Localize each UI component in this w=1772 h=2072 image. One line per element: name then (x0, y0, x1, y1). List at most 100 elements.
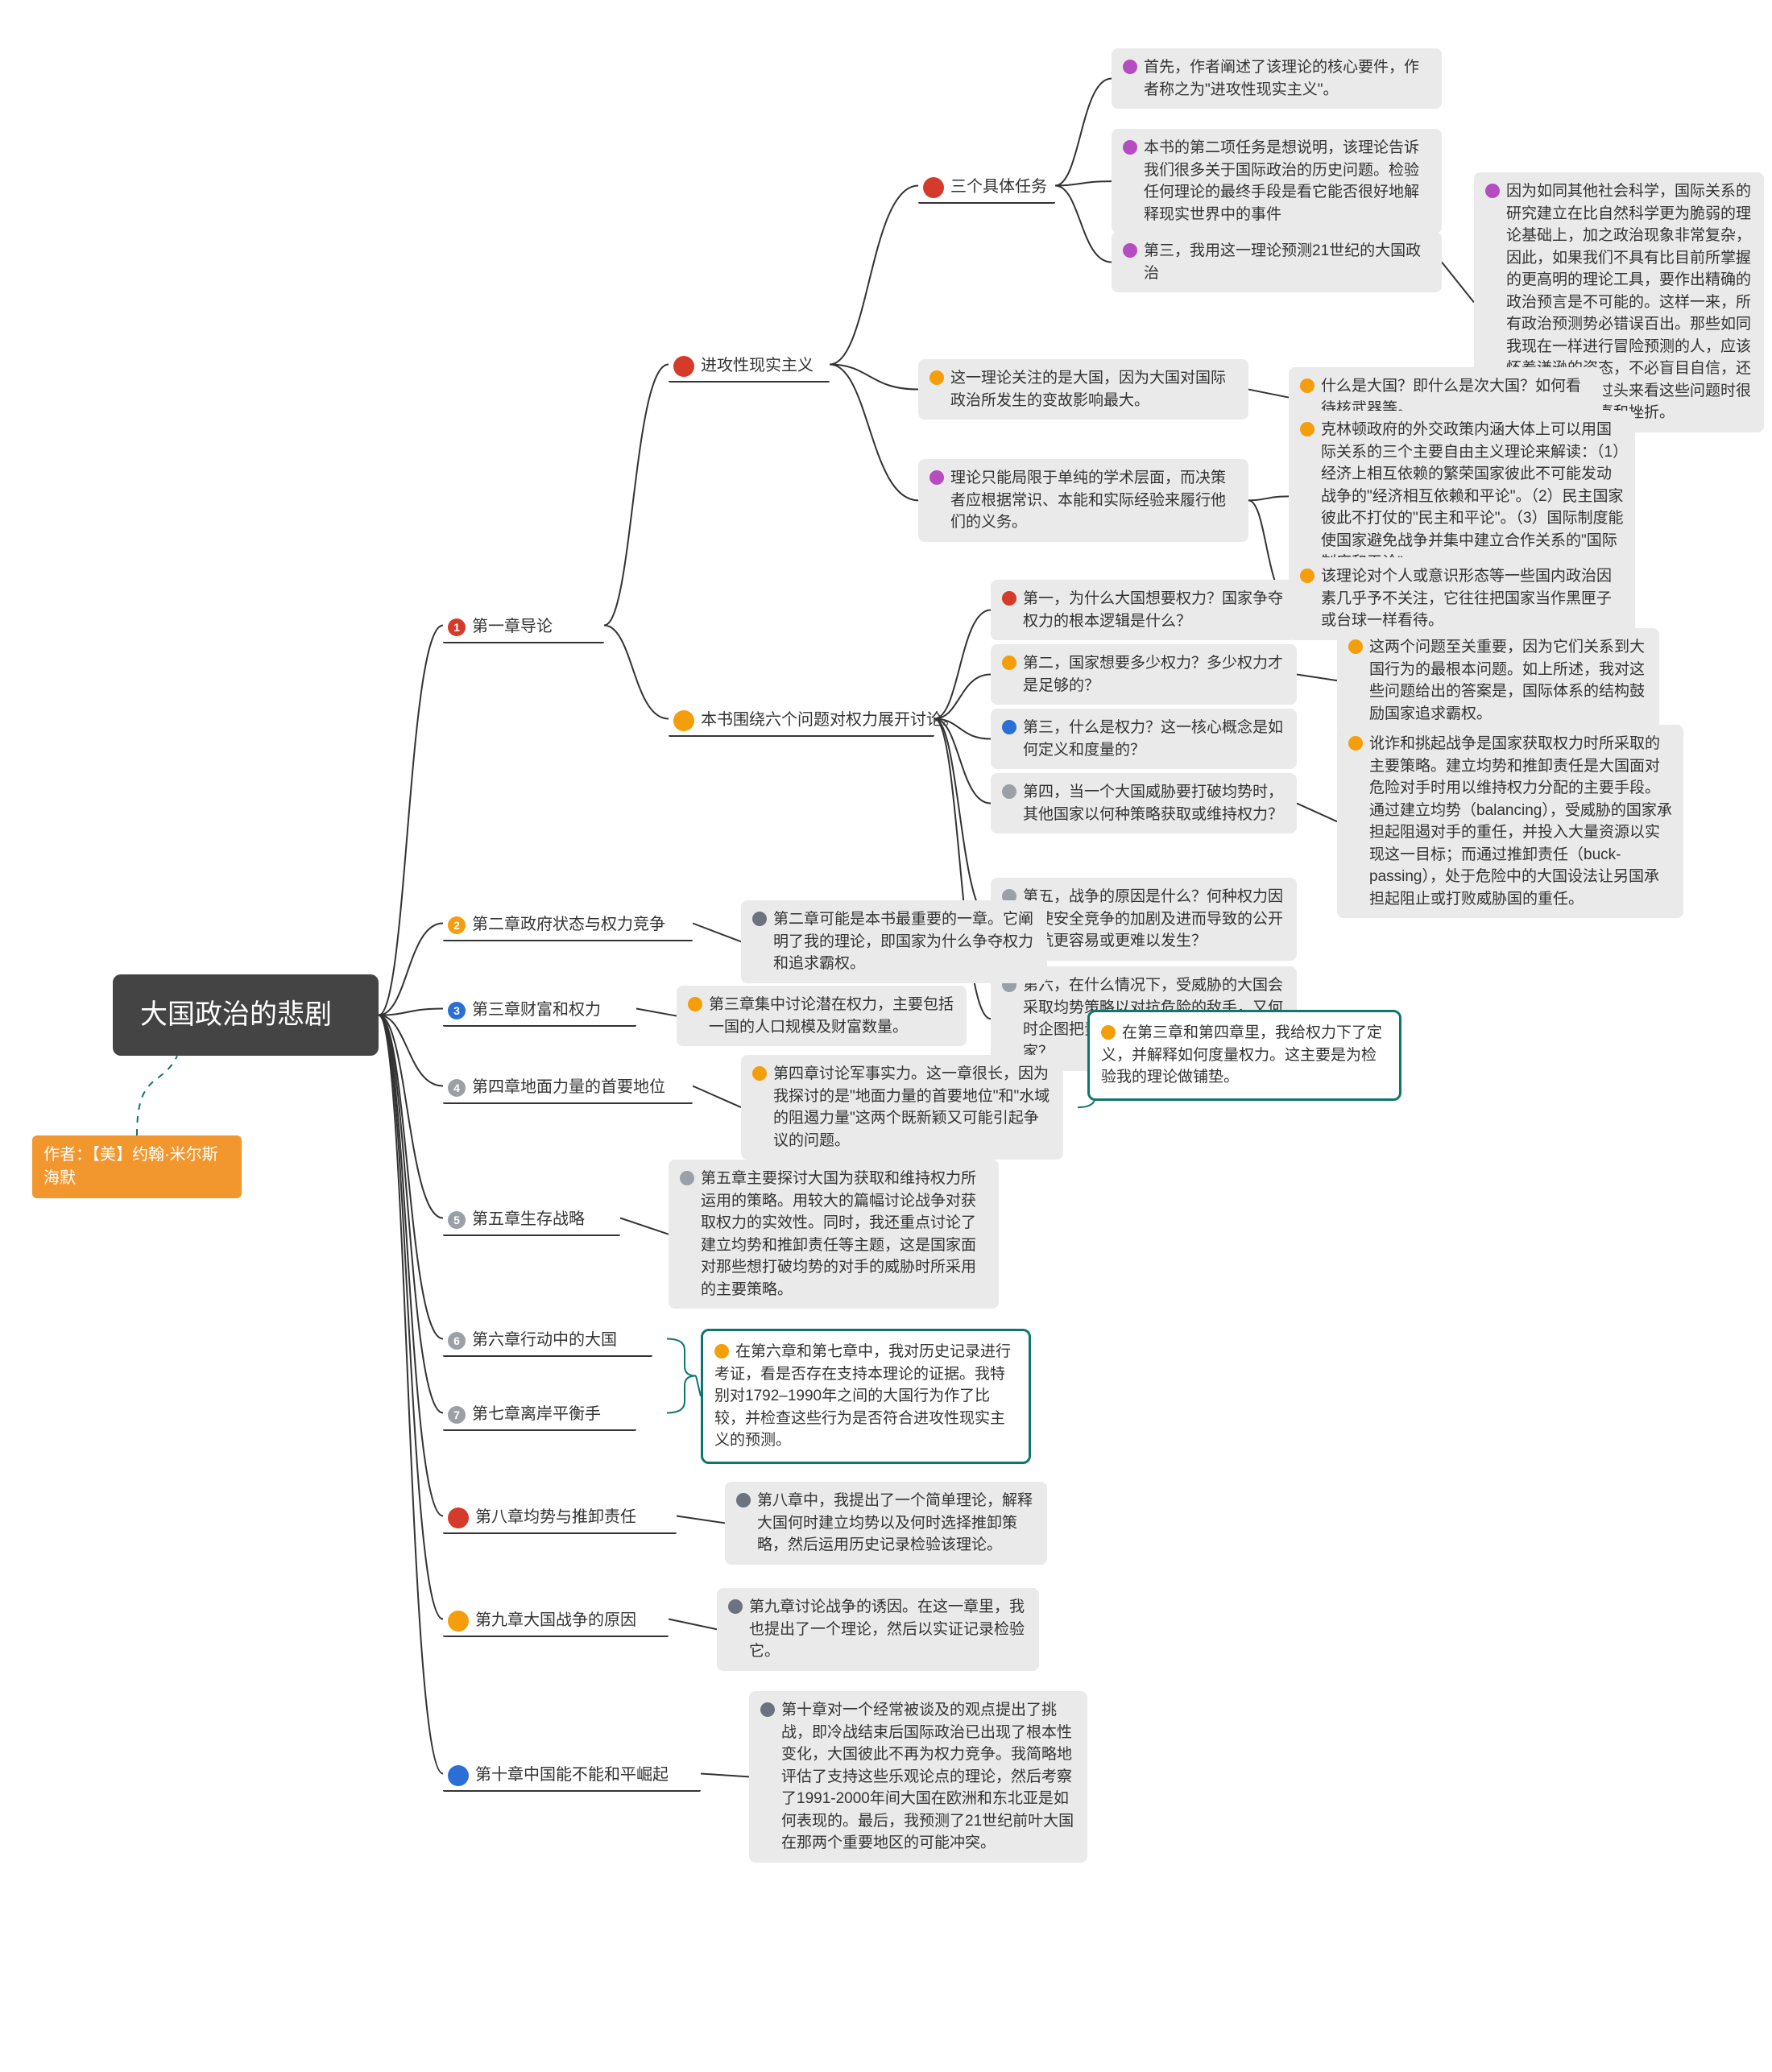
node-L_c1a2[interactable]: 这一理论关注的是大国，因为大国对国际政治所发生的变故影响最大。 (918, 359, 1248, 420)
node-L_q2[interactable]: 第二，国家想要多少权力？多少权力才是足够的？ (991, 644, 1297, 705)
node-c4[interactable]: 4 第四章地面力量的首要地位 (443, 1068, 693, 1104)
chapter-label: 进攻性现实主义 (701, 357, 814, 374)
chapter-number: 5 (448, 1211, 466, 1229)
chapter-label: 本书围绕六个问题对权力展开讨论。 (701, 711, 958, 729)
node-L_t2[interactable]: 本书的第二项任务是想说明，该理论告诉我们很多关于国际政治的历史问题。检验任何理论… (1112, 129, 1442, 234)
node-L_t1[interactable]: 首先，作者阐述了该理论的核心要件，作者称之为"进攻性现实主义"。 (1112, 48, 1442, 109)
node-L_q4[interactable]: 第四，当一个大国威胁要打破均势时，其他国家以何种策略获取或维持权力？ (991, 773, 1297, 833)
leaf-text: 理论只能局限于单纯的学术层面，而决策者应根据常识、本能和实际经验来履行他们的义务… (950, 467, 1237, 534)
chapter-dot (673, 356, 694, 377)
leaf-text: 第五，战争的原因是什么？何种权力因素使安全竞争的加剧及进而导致的公开对抗更容易或… (1023, 886, 1286, 953)
marker-dot (1348, 736, 1363, 751)
chapter-label: 第十章中国能不能和平崛起 (475, 1766, 669, 1784)
node-root[interactable]: 大国政治的悲剧 (113, 974, 379, 1056)
chapter-dot (448, 1765, 469, 1786)
chapter-number: 3 (448, 1002, 466, 1019)
node-c1a[interactable]: 进攻性现实主义 (669, 346, 830, 383)
chapter-label: 三个具体任务 (950, 178, 1047, 196)
node-L_c9[interactable]: 第九章讨论战争的诱因。在这一章里，我也提出了一个理论，然后以实证记录检验它。 (717, 1588, 1039, 1671)
node-L_q2a[interactable]: 这两个问题至关重要，因为它们关系到大国行为的最根本问题。如上所述，我对这些问题给… (1337, 628, 1659, 733)
marker-dot (752, 912, 767, 926)
chapter-label: 第四章地面力量的首要地位 (472, 1078, 665, 1096)
leaf-text: 第五章主要探讨大国为获取和维持权力所运用的策略。用较大的篇幅讨论战争对获取权力的… (701, 1168, 987, 1301)
node-t3[interactable]: 三个具体任务 (918, 167, 1055, 204)
marker-dot (736, 1493, 751, 1507)
chapter-label: 第一章导论 (472, 618, 553, 635)
marker-dot (1002, 784, 1016, 799)
marker-dot (1002, 720, 1016, 734)
leaf-text: 第一，为什么大国想要权力？国家争夺权力的根本逻辑是什么？ (1023, 588, 1286, 632)
callout-text: 在第六章和第七章中，我对历史记录进行考证，看是否存在支持本理论的证据。我特别对1… (714, 1343, 1011, 1449)
node-CO67[interactable]: 在第六章和第七章中，我对历史记录进行考证，看是否存在支持本理论的证据。我特别对1… (701, 1329, 1031, 1464)
leaf-text: 这两个问题至关重要，因为它们关系到大国行为的最根本问题。如上所述，我对这些问题给… (1369, 636, 1648, 725)
node-L_q3[interactable]: 第三，什么是权力？这一核心概念是如何定义和度量的？ (991, 709, 1297, 769)
node-L_c2[interactable]: 第二章可能是本书最重要的一章。它阐明了我的理论，即国家为什么争夺权力和追求霸权。 (741, 900, 1047, 983)
marker-dot (752, 1066, 767, 1081)
marker-dot (1002, 656, 1016, 670)
marker-dot (1123, 60, 1137, 74)
marker-dot (1101, 1025, 1116, 1040)
marker-dot (688, 997, 702, 1011)
node-L_c1a3[interactable]: 理论只能局限于单纯的学术层面，而决策者应根据常识、本能和实际经验来履行他们的义务… (918, 459, 1248, 542)
node-L_c4[interactable]: 第四章讨论军事实力。这一章很长，因为我探讨的是"地面力量的首要地位"和"水域的阻… (741, 1055, 1063, 1160)
chapter-label: 第八章均势与推卸责任 (475, 1508, 636, 1526)
node-L_c5[interactable]: 第五章主要探讨大国为获取和维持权力所运用的策略。用较大的篇幅讨论战争对获取权力的… (669, 1160, 999, 1309)
chapter-label: 第九章大国战争的原因 (475, 1611, 636, 1629)
chapter-dot (448, 1611, 469, 1632)
node-c2[interactable]: 2 第二章政府状态与权力竞争 (443, 905, 693, 941)
node-c1[interactable]: 1 第一章导论 (443, 607, 604, 643)
leaf-text: 本书的第二项任务是想说明，该理论告诉我们很多关于国际政治的历史问题。检验任何理论… (1144, 137, 1430, 225)
leaf-text: 第三章集中讨论潜在权力，主要包括一国的人口规模及财富数量。 (709, 994, 955, 1038)
node-c6[interactable]: 6 第六章行动中的大国 (443, 1321, 652, 1357)
chapter-label: 第三章财富和权力 (472, 1001, 601, 1019)
node-c1b[interactable]: 本书围绕六个问题对权力展开讨论。 (669, 701, 934, 737)
chapter-number: 4 (448, 1079, 466, 1097)
marker-dot (1123, 243, 1137, 258)
marker-dot (680, 1171, 694, 1185)
node-L_q1[interactable]: 第一，为什么大国想要权力？国家争夺权力的根本逻辑是什么？ (991, 580, 1297, 640)
leaf-text: 克林顿政府的外交政策内涵大体上可以用国际关系的三个主要自由主义理论来解读：（1）… (1321, 419, 1624, 574)
node-author[interactable]: 作者：【美】约翰·米尔斯海默 (32, 1135, 242, 1198)
leaf-text: 第四章讨论军事实力。这一章很长，因为我探讨的是"地面力量的首要地位"和"水域的阻… (773, 1063, 1052, 1152)
leaf-text: 第三，什么是权力？这一核心概念是如何定义和度量的？ (1023, 717, 1286, 761)
node-L_c10[interactable]: 第十章对一个经常被谈及的观点提出了挑战，即冷战结束后国际政治已出现了根本性变化，… (749, 1691, 1087, 1863)
leaf-text: 首先，作者阐述了该理论的核心要件，作者称之为"进攻性现实主义"。 (1144, 56, 1430, 101)
chapter-dot (923, 177, 944, 198)
leaf-text: 讹诈和挑起战争是国家获取权力时所采取的主要策略。建立均势和推卸责任是大国面对危险… (1369, 733, 1672, 910)
node-L_t3[interactable]: 第三，我用这一理论预测21世纪的大国政治 (1112, 232, 1442, 292)
node-c5[interactable]: 5第五章生存战略 (443, 1200, 620, 1236)
leaf-text: 第三，我用这一理论预测21世纪的大国政治 (1144, 240, 1430, 284)
chapter-dot (673, 710, 694, 731)
node-L_c1a3a[interactable]: 克林顿政府的外交政策内涵大体上可以用国际关系的三个主要自由主义理论来解读：（1）… (1289, 411, 1635, 582)
node-c7[interactable]: 7第七章离岸平衡手 (443, 1395, 636, 1431)
marker-dot (929, 470, 944, 485)
chapter-number: 7 (448, 1406, 466, 1424)
marker-dot (1348, 639, 1363, 654)
leaf-text: 第十章对一个经常被谈及的观点提出了挑战，即冷战结束后国际政治已出现了根本性变化，… (781, 1699, 1076, 1855)
chapter-number: 6 (448, 1332, 466, 1350)
marker-dot (1002, 591, 1016, 606)
leaf-text: 第四，当一个大国威胁要打破均势时，其他国家以何种策略获取或维持权力？ (1023, 781, 1286, 825)
chapter-number: 1 (448, 618, 466, 636)
marker-dot (1300, 569, 1315, 583)
marker-dot (1123, 140, 1137, 155)
node-c9[interactable]: 第九章大国战争的原因 (443, 1601, 669, 1637)
chapter-label: 第二章政府状态与权力竞争 (472, 916, 665, 933)
callout-text: 在第三章和第四章里，我给权力下了定义，并解释如何度量权力。这主要是为检验我的理论… (1101, 1024, 1382, 1086)
marker-dot (1300, 422, 1315, 436)
node-L_c3[interactable]: 第三章集中讨论潜在权力，主要包括一国的人口规模及财富数量。 (677, 986, 967, 1046)
chapter-number: 2 (448, 916, 466, 934)
node-L_q4a[interactable]: 讹诈和挑起战争是国家获取权力时所采取的主要策略。建立均势和推卸责任是大国面对危险… (1337, 725, 1683, 918)
leaf-text: 这一理论关注的是大国，因为大国对国际政治所发生的变故影响最大。 (950, 367, 1237, 412)
node-c10[interactable]: 第十章中国能不能和平崛起 (443, 1756, 701, 1792)
node-c8[interactable]: 第八章均势与推卸责任 (443, 1498, 677, 1534)
marker-dot (760, 1702, 775, 1717)
node-L_c8[interactable]: 第八章中，我提出了一个简单理论，解释大国何时建立均势以及何时选择推卸策略，然后运… (725, 1482, 1047, 1565)
marker-dot (1485, 184, 1500, 198)
leaf-text: 第九章讨论战争的诱因。在这一章里，我也提出了一个理论，然后以实证记录检验它。 (749, 1596, 1028, 1663)
marker-dot (1300, 378, 1315, 393)
chapter-dot (448, 1507, 469, 1528)
node-CO34[interactable]: 在第三章和第四章里，我给权力下了定义，并解释如何度量权力。这主要是为检验我的理论… (1087, 1010, 1401, 1101)
node-c3[interactable]: 3 第三章财富和权力 (443, 991, 636, 1027)
chapter-label: 第六章行动中的大国 (472, 1331, 617, 1349)
